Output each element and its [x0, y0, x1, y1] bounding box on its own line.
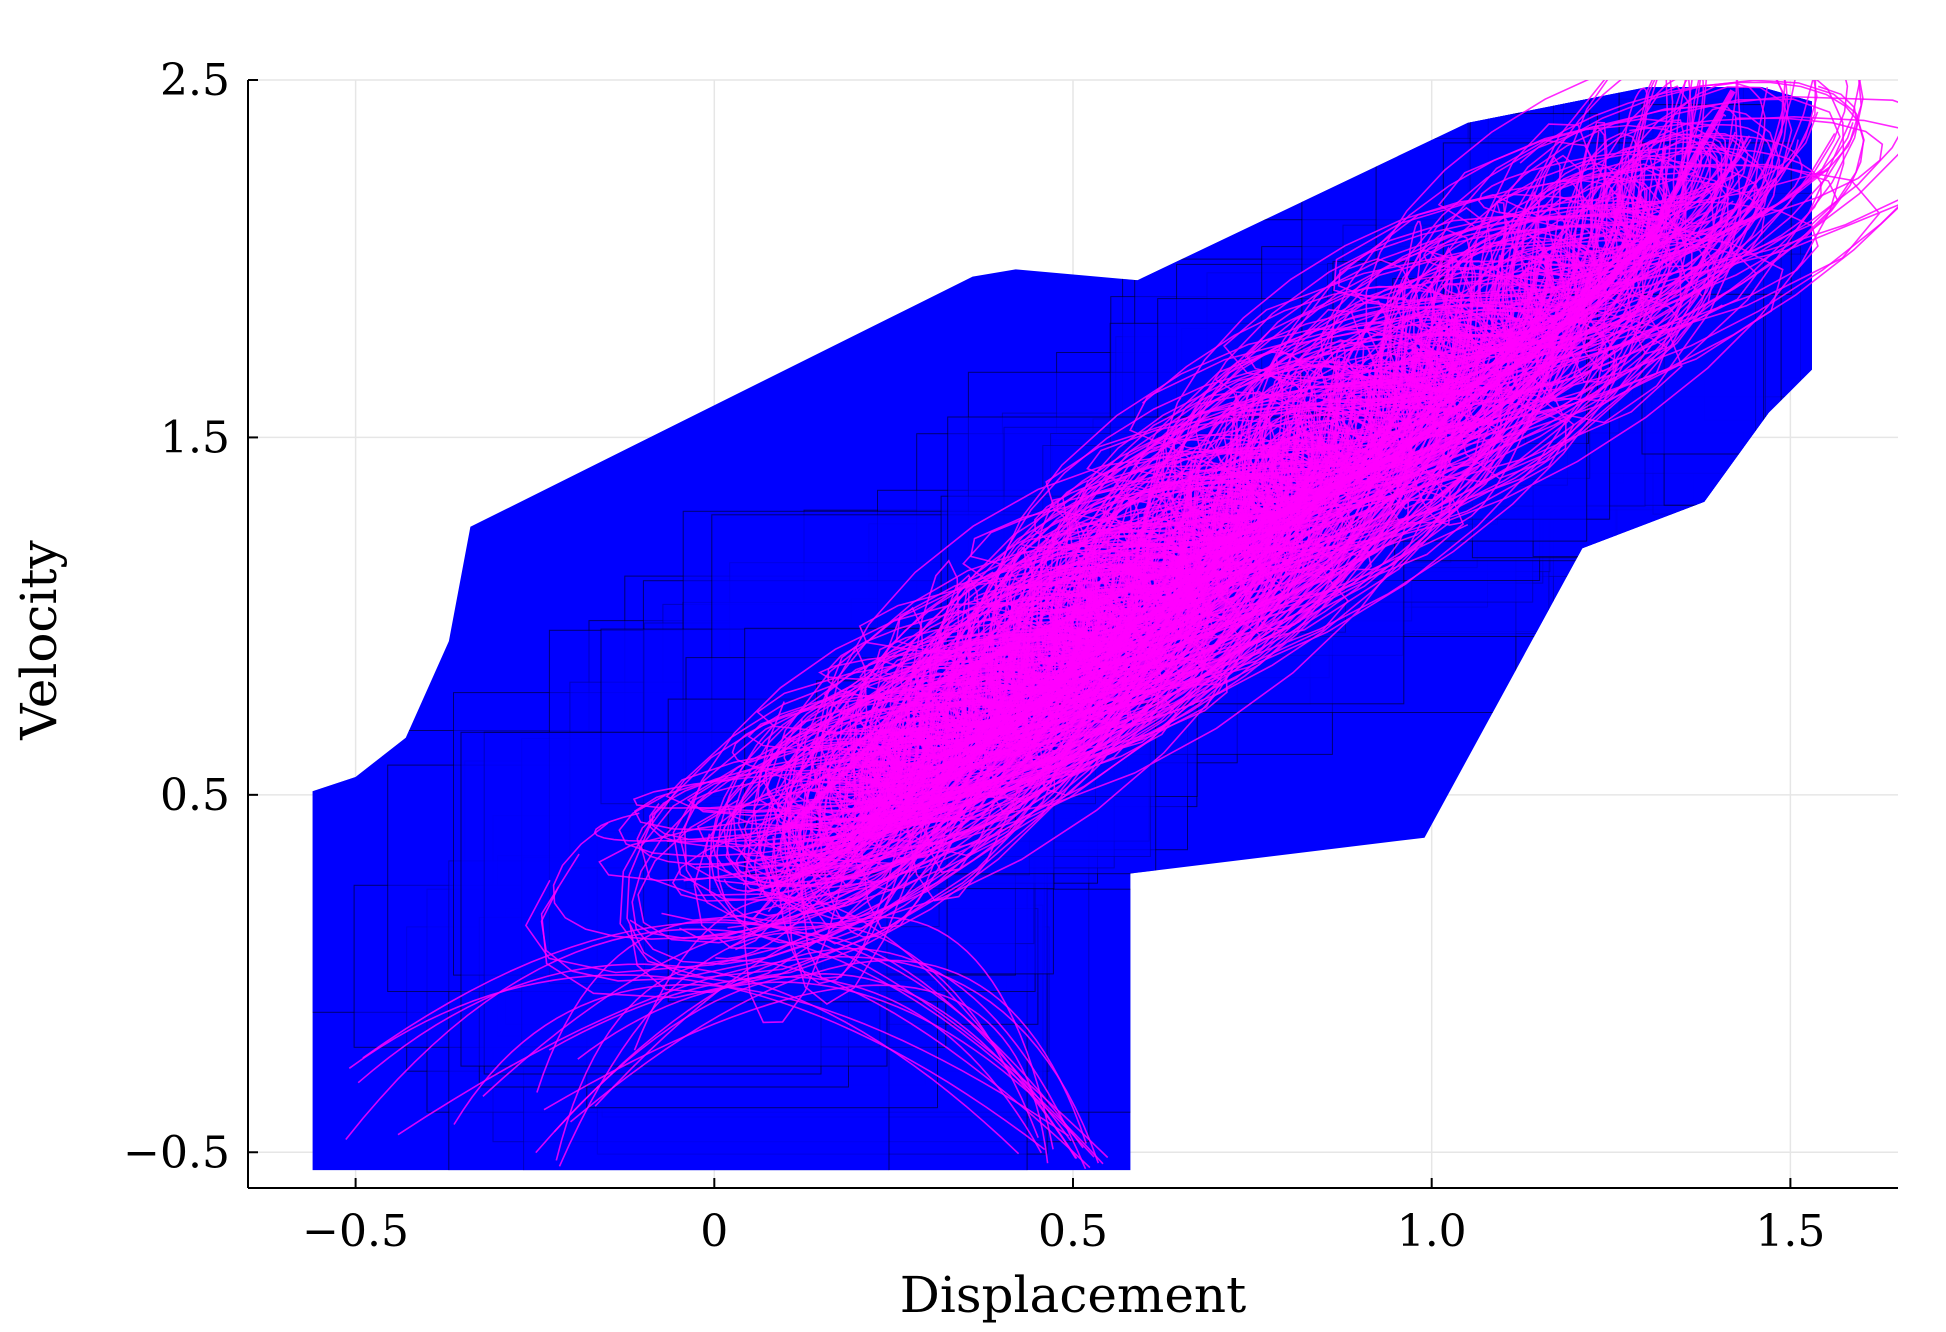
trajectory-line [345, 928, 1104, 1165]
trajectory-line [855, 322, 1483, 815]
trajectory-line [787, 430, 1365, 871]
trajectory-line [709, 177, 1734, 929]
x-tick-label: 1.0 [1397, 1206, 1467, 1257]
trajectory-line [751, 374, 1403, 920]
x-tick-label: 1.5 [1755, 1206, 1825, 1257]
trajectory-line [548, 975, 1042, 1154]
trajectory-line [745, 428, 1349, 884]
y-tick-label: −0.5 [123, 1127, 230, 1178]
x-tick-label: 0 [700, 1206, 728, 1257]
trajectory-line [569, 959, 1087, 1144]
y-tick-label: 0.5 [160, 770, 230, 821]
trajectory-line [728, 87, 1649, 949]
trajectory-line [558, 931, 1072, 1167]
trajectory-line [854, 80, 1702, 829]
x-axis-label: Displacement [900, 1266, 1246, 1324]
trajectory-line [397, 955, 1100, 1164]
trajectories [345, 80, 1898, 1170]
plot-area [312, 80, 1898, 1171]
trajectory-line [348, 974, 1046, 1151]
x-tick-label: 0.5 [1038, 1206, 1108, 1257]
y-axis-label: Velocity [10, 539, 68, 740]
trajectory-line [594, 916, 1054, 1150]
trajectory-line [362, 921, 1084, 1149]
y-tick-label: 1.5 [160, 412, 230, 463]
trajectory-line [357, 963, 1020, 1155]
trajectory-line [743, 133, 1830, 867]
trajectory-line [577, 981, 1095, 1158]
trajectory-line [746, 115, 1898, 894]
trajectory-line [626, 133, 1720, 983]
y-axis-ticks: −0.5 0.5 1.5 2.5 [123, 55, 258, 1178]
trajectory-line [555, 959, 1091, 1169]
trajectory-line [742, 501, 1260, 886]
trajectory-line [828, 82, 1766, 836]
trajectory-line [553, 947, 1087, 1170]
trajectory-line [786, 113, 1727, 1005]
trajectory-line [724, 80, 1898, 887]
x-axis-ticks: −0.5 0 0.5 1.0 1.5 [302, 1178, 1825, 1257]
trajectory-line [633, 896, 1078, 1159]
trajectory-line [540, 150, 1723, 999]
x-tick-label: −0.5 [302, 1206, 409, 1257]
trajectory-line [482, 921, 1039, 1139]
trajectory-line [678, 200, 1664, 887]
trajectory-line [536, 919, 1109, 1159]
y-tick-label: 2.5 [160, 55, 230, 106]
trajectory-line [453, 983, 1070, 1137]
